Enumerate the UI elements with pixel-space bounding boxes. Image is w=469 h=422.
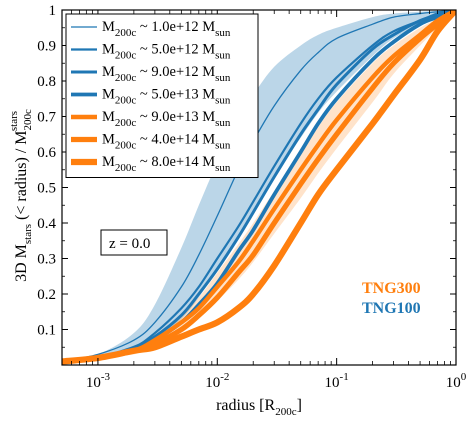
axis-ticks: 0.1 0.2 0.3 0.4 0.5 0.6 0.7 0.8 0.9 1 10-3 10-2 10-1… (37, 3, 467, 391)
series-line-7 (62, 10, 456, 365)
x-tick-label: 100 (446, 371, 467, 391)
x-tick-label: 10-1 (325, 371, 349, 391)
legend-label-7: M200c ~ 8.0e+14 Msun (102, 154, 231, 174)
series-line-5 (62, 10, 456, 364)
y-tick-label: 0.4 (37, 216, 56, 232)
series-line-2 (62, 10, 456, 363)
redshift-box (100, 229, 168, 256)
y-tick-label: 0.3 (37, 252, 56, 268)
x-axis-label: radius [R200c] (216, 397, 302, 418)
y-axis-label-text: 3D Mstars (< radius) / M200cstars (8, 109, 34, 282)
legend: M200c ~ 1.0e+12 Msun M200c ~ 5.0e+12 Msun… (65, 13, 259, 178)
redshift-annotation: z = 0.0 (100, 229, 168, 256)
y-tick-label: 0.6 (37, 145, 56, 161)
legend-label-3: M200c ~ 9.0e+12 Msun (102, 64, 231, 84)
y-tick-label: 1 (49, 3, 57, 19)
y-tick-label: 0.7 (37, 110, 56, 126)
redshift-label: z = 0.0 (109, 236, 150, 252)
y-tick-label: 0.1 (37, 323, 56, 339)
y-tick-label: 0.5 (37, 181, 56, 197)
x-tick-label: 10-3 (86, 371, 111, 391)
scatter-band-0 (62, 10, 456, 362)
y-tick-label: 0.2 (37, 287, 56, 303)
y-tick-label: 0.8 (37, 74, 56, 90)
series-line-1 (62, 10, 456, 363)
x-tick-label: 10-2 (205, 371, 229, 391)
legend-label-1: M200c ~ 1.0e+12 Msun (102, 19, 231, 39)
y-tick-label: 0.9 (37, 39, 56, 55)
x-axis-label-text: radius [R200c] (216, 397, 302, 418)
legend-label-6: M200c ~ 4.0e+14 Msun (102, 132, 231, 152)
legend-box (65, 13, 259, 178)
y-axis-label: 3D Mstars (< radius) / M200cstars (8, 109, 34, 282)
sim-label-tng100: TNG100 (362, 300, 421, 317)
legend-label-4: M200c ~ 5.0e+13 Msun (102, 87, 231, 107)
legend-label-2: M200c ~ 5.0e+12 Msun (102, 42, 231, 62)
series-line-3 (62, 10, 456, 363)
series-lines (62, 10, 456, 365)
legend-label-5: M200c ~ 9.0e+13 Msun (102, 109, 231, 129)
sim-label-tng300: TNG300 (362, 280, 421, 297)
series-line-6 (62, 10, 456, 365)
